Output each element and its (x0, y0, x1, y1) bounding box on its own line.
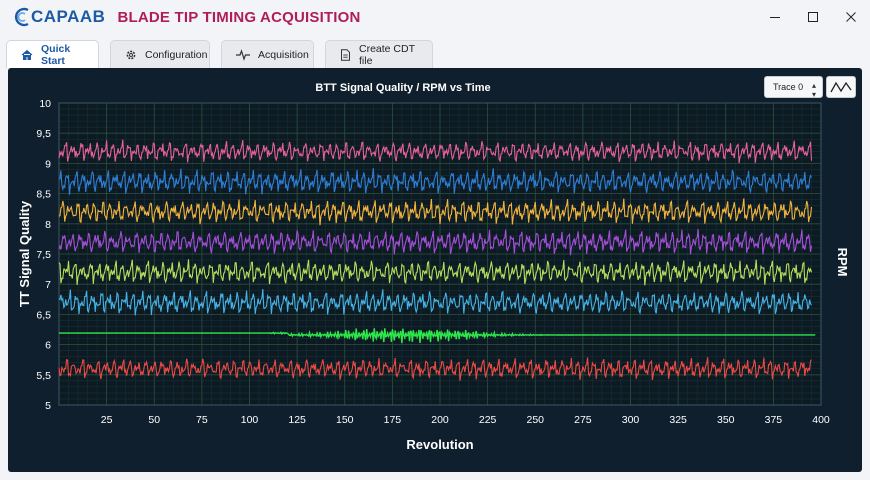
y-tick-label: 8 (45, 219, 51, 231)
y-tick-label: 8,5 (36, 189, 51, 201)
x-tick-label: 100 (241, 414, 259, 426)
y-tick-label: 7,5 (36, 249, 51, 261)
trace-select-value: Trace 0 (773, 82, 804, 92)
x-tick-label: 325 (669, 414, 687, 426)
waveform-icon (830, 81, 852, 93)
maximize-button[interactable] (794, 0, 832, 34)
x-tick-label: 400 (812, 414, 830, 426)
x-tick-label: 25 (101, 414, 113, 426)
series-line (58, 228, 813, 256)
close-button[interactable] (832, 0, 870, 34)
series-line (58, 259, 813, 286)
gear-icon (126, 50, 136, 59)
series-line (58, 168, 812, 195)
chart-title: BTT Signal Quality / RPM vs Time (315, 82, 491, 94)
x-tick-label: 50 (148, 414, 160, 426)
y-tick-label: 7 (45, 279, 51, 291)
x-tick-label: 350 (717, 414, 735, 426)
x-tick-label: 300 (622, 414, 640, 426)
x-tick-label: 175 (384, 414, 402, 426)
app-logo: CAPAAB (12, 6, 105, 28)
x-tick-label: 275 (574, 414, 592, 426)
tab-label: Create CDT file (359, 42, 415, 67)
y-tick-label: 6,5 (36, 309, 51, 321)
file-icon (341, 48, 350, 61)
plot-border (58, 102, 822, 406)
y-tick-label: 5 (45, 400, 51, 412)
y-tick-label: 9,5 (36, 128, 51, 140)
y-tick-label: 9 (45, 158, 51, 170)
series-line (58, 357, 812, 381)
pulse-icon (236, 48, 250, 61)
tab-label: Quick Start (41, 42, 71, 67)
x-tick-label: 375 (765, 414, 783, 426)
x-tick-label: 150 (336, 414, 354, 426)
app-title: BLADE TIP TIMING ACQUISITION (117, 8, 361, 26)
y-axis-label: TT Signal Quality (17, 200, 32, 307)
minimize-icon (770, 17, 780, 18)
series-line (58, 288, 812, 316)
y-tick-label: 6 (45, 340, 51, 352)
close-icon (846, 12, 856, 22)
x-tick-label: 225 (479, 414, 497, 426)
series-line (58, 139, 813, 164)
chart-canvas: 25 50 75 100 125 150 175 200 225 250 275 300 325 350 3… (17, 98, 850, 452)
home-icon (21, 49, 33, 60)
series-line (59, 328, 816, 344)
tab-configuration[interactable]: Configuration (110, 40, 210, 68)
x-tick-label: 75 (196, 414, 208, 426)
trace-select[interactable]: Trace 0 ▴ ▾ (764, 76, 823, 99)
waveform-button[interactable] (826, 76, 856, 98)
maximize-icon (808, 12, 818, 22)
series-line (58, 198, 813, 226)
x-tick-label: 200 (431, 414, 449, 426)
tab-create-cdt-file[interactable]: Create CDT file (325, 40, 433, 68)
y-tick-label: 10 (39, 98, 51, 110)
x-tick-label: 125 (288, 414, 306, 426)
tab-label: Configuration (145, 48, 208, 61)
logo-text: CAPAAB (31, 7, 106, 26)
y2-axis-label: RPM (835, 248, 850, 277)
tab-quick-start[interactable]: Quick Start (6, 40, 99, 68)
chart-panel: 25 50 75 100 125 150 175 200 225 250 275 300 325 350 3… (8, 68, 862, 472)
title-bar: CAPAAB BLADE TIP TIMING ACQUISITION (0, 0, 870, 34)
minimize-button[interactable] (756, 0, 794, 34)
x-axis-label: Revolution (406, 437, 473, 452)
select-arrows-icon: ▴ ▾ (811, 81, 816, 99)
y-tick-label: 5,5 (36, 370, 51, 382)
tab-acquisition[interactable]: Acquisition (221, 40, 314, 68)
x-tick-label: 250 (526, 414, 544, 426)
tab-label: Acquisition (258, 48, 309, 61)
capaab-logo-icon (14, 7, 29, 27)
main-tabs: Quick Start Configuration Acquisition Cr… (6, 40, 444, 68)
